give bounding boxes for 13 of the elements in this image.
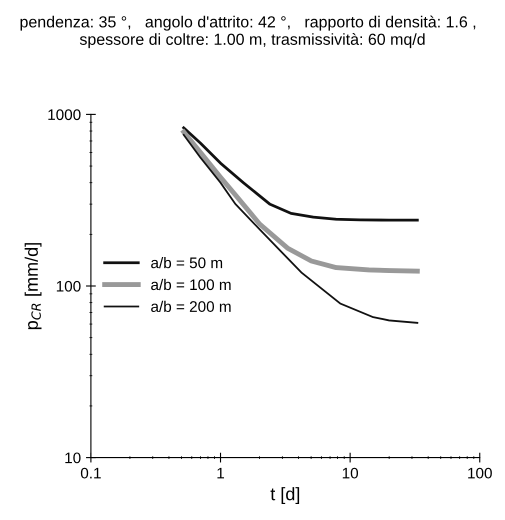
legend-label: a/b = 200 m xyxy=(151,300,231,312)
x-tick-label: 10 xyxy=(342,468,358,479)
chart-title: pendenza: 35 °, angolo d'attrito: 42 °, rapporto di densità: 1.6 , spessore di coltre: 1.00 m, trasmissività: 60 mq/d xyxy=(20,16,476,48)
x-axis-title: t [d] xyxy=(270,487,300,504)
y-tick-label: 1000 xyxy=(48,109,81,120)
legend-label: a/b = 50 m xyxy=(151,257,222,268)
x-tick-label: 100 xyxy=(468,468,492,479)
y-axis-title: p$_{CR}$ [mm/d] xyxy=(24,243,42,330)
x-tick-label: 1 xyxy=(217,468,224,478)
legend-label: a/b = 100 m xyxy=(151,278,231,290)
y-tick-label: 100 xyxy=(56,280,81,292)
x-tick-label: 0.1 xyxy=(80,468,101,479)
y-tick-label: 10 xyxy=(65,452,81,464)
